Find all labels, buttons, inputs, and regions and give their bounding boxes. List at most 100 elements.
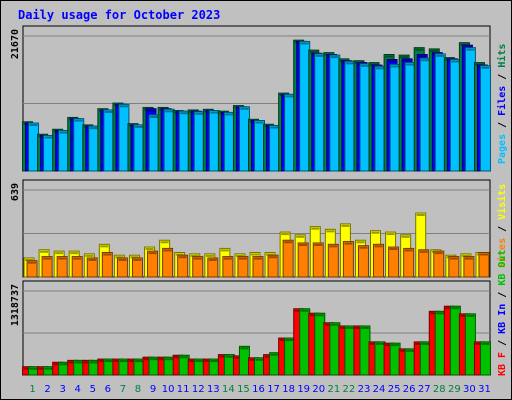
bar-top-shade xyxy=(341,224,350,227)
bar-top-shade xyxy=(451,60,460,63)
legend-entry: KB F xyxy=(497,352,508,376)
bar-kb-out xyxy=(269,352,281,376)
bar-pages xyxy=(284,93,296,172)
bar-top-shade xyxy=(421,342,430,345)
bar-sites xyxy=(448,256,460,278)
bar-top-shade xyxy=(360,326,369,329)
bar-top-shade xyxy=(44,136,53,139)
bar-top-shade xyxy=(225,355,234,358)
bar-top-shade xyxy=(403,59,412,62)
bar-top-shade xyxy=(285,95,294,98)
bar-sites xyxy=(403,247,415,278)
bar-top-shade xyxy=(74,361,83,364)
bar-top-shade xyxy=(249,358,258,361)
bar-top-shade xyxy=(388,60,397,63)
bar-kb-out xyxy=(238,345,250,376)
bar-top-shade xyxy=(300,42,309,45)
bar-top-shade xyxy=(386,233,395,236)
bar-top-shade xyxy=(175,253,184,256)
bar-pages xyxy=(88,125,100,172)
bar-top-shade xyxy=(376,67,385,70)
bar-top-shade xyxy=(419,250,428,253)
bar-kb-out xyxy=(359,325,371,376)
day-label: 8 xyxy=(135,384,141,395)
bar-sites xyxy=(131,257,143,278)
bar-top-shade xyxy=(354,326,363,329)
bar-kb-out xyxy=(479,341,491,376)
bar-top-shade xyxy=(329,245,338,248)
bar-sites xyxy=(312,242,324,278)
bar-sites xyxy=(237,256,249,278)
panel-top: 21670 Pages / Files / Hits xyxy=(10,25,508,172)
bar-sites xyxy=(207,257,219,278)
bar-top-shade xyxy=(208,258,217,261)
bar-pages xyxy=(434,53,446,172)
bar-top-shade xyxy=(255,121,264,124)
legend-entry: Visits xyxy=(496,184,508,220)
legend-middle: Sites / Visits xyxy=(496,184,508,268)
bar-top-shade xyxy=(58,257,67,260)
bar-pages xyxy=(344,60,356,172)
bar-kb-out xyxy=(464,313,476,376)
bar-pages xyxy=(238,106,250,172)
bar-kb-out xyxy=(449,305,461,376)
day-label: 4 xyxy=(75,384,81,395)
bar-sites xyxy=(252,256,264,278)
bar-pages xyxy=(389,63,401,172)
day-label: 16 xyxy=(252,384,265,395)
bar-top-shade xyxy=(269,256,278,259)
bar-top-shade xyxy=(284,241,293,244)
bar-top-shade xyxy=(28,261,37,264)
bar-kb-out xyxy=(404,348,416,376)
bar-top-shade xyxy=(401,235,410,238)
day-label: 11 xyxy=(177,384,190,395)
bar-pages xyxy=(118,103,130,172)
bar-top-shade xyxy=(240,107,249,110)
bar-top-shade xyxy=(281,233,290,236)
bar-top-shade xyxy=(400,349,409,352)
bar-sites xyxy=(478,251,490,278)
bar-sites xyxy=(162,247,174,278)
legend-entry: KB In xyxy=(497,304,508,334)
legend-bottom: KB F / KB In / KB Out xyxy=(497,250,508,376)
bar-top-shade xyxy=(40,250,49,253)
bar-top-shade xyxy=(391,344,400,347)
day-label: 18 xyxy=(282,384,295,395)
bar-top-shade xyxy=(314,243,323,246)
bar-top-shade xyxy=(385,55,394,58)
bar-sites xyxy=(297,242,309,278)
bar-top-shade xyxy=(309,314,318,317)
bar-top-shade xyxy=(240,347,249,350)
bar-top-shade xyxy=(119,105,128,108)
bar-kb-out xyxy=(223,354,235,376)
bar-top-shade xyxy=(113,360,122,363)
bar-pages xyxy=(133,124,145,172)
bar-top-shade xyxy=(330,56,339,59)
bar-top-shade xyxy=(43,257,52,260)
bar-top-shade xyxy=(356,241,365,244)
legend-top: Pages / Files / Hits xyxy=(496,44,508,164)
bar-kb-out xyxy=(284,337,296,376)
bar-top-shade xyxy=(385,344,394,347)
bar-top-shade xyxy=(174,356,183,359)
bar-top-shade xyxy=(315,54,324,57)
day-label: 27 xyxy=(418,384,431,395)
bar-top-shade xyxy=(223,257,232,260)
bar-top-shade xyxy=(133,258,142,261)
bar-top-shade xyxy=(330,323,339,326)
bar-top-shade xyxy=(255,358,264,361)
bar-top-shade xyxy=(103,253,112,256)
x-axis: 1 2 3 4 5 6 7 8 9 10 11 12 13 14 15 16 17 18 19 20 21 22 23 24 2… xyxy=(29,384,490,395)
bar-top-shade xyxy=(23,367,32,370)
day-label: 24 xyxy=(373,384,386,395)
bar-top-shade xyxy=(104,360,113,363)
bar-top-shade xyxy=(466,48,475,51)
bar-top-shade xyxy=(118,258,127,261)
bar-top-shade xyxy=(100,245,109,248)
bar-top-shade xyxy=(165,110,174,113)
bar-top-shade xyxy=(324,323,333,326)
bar-top-shade xyxy=(219,355,228,358)
bar-pages xyxy=(419,57,431,172)
bar-sites xyxy=(71,256,83,278)
bar-pages xyxy=(299,40,311,172)
